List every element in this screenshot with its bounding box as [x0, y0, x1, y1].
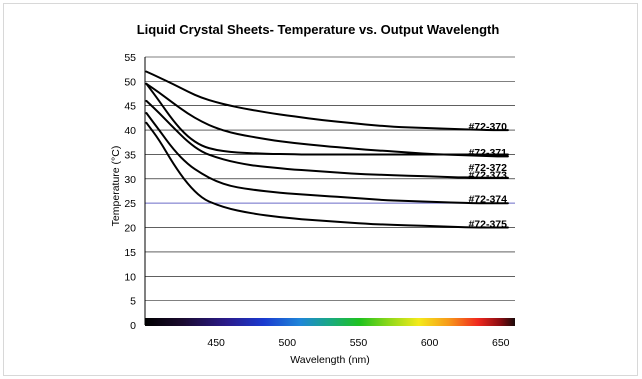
- y-tick-30: 30: [124, 174, 136, 186]
- x-tick-labels: 450 500 550 600 650: [207, 337, 509, 349]
- series-line-72-372: [145, 82, 509, 156]
- y-axis-label: Temperature (°C): [110, 146, 122, 227]
- series-label-72-375: #72-375: [468, 219, 507, 231]
- y-tick-45: 45: [124, 101, 136, 113]
- series-line-72-375: [145, 121, 509, 229]
- x-tick-650: 650: [492, 337, 510, 349]
- x-axis-label: Wavelength (nm): [290, 354, 370, 366]
- series-lines: [145, 70, 509, 229]
- y-tick-20: 20: [124, 223, 136, 235]
- series-line-72-370: [145, 70, 509, 132]
- x-tick-550: 550: [350, 337, 368, 349]
- y-tick-labels: 0 5 10 15 20 25 30 35 40 45 50 55: [124, 52, 136, 332]
- series-labels: #72-370 #72-371 #72-372#72-373 #72-374 #72-3…: [468, 121, 507, 230]
- gridlines: [145, 56, 515, 301]
- series-line-72-373: [145, 99, 509, 179]
- y-tick-10: 10: [124, 271, 136, 283]
- y-tick-50: 50: [124, 76, 136, 88]
- chart-title: Liquid Crystal Sheets- Temperature vs. O…: [137, 22, 500, 37]
- series-label-72-370: #72-370: [468, 121, 507, 133]
- y-tick-35: 35: [124, 149, 136, 161]
- series-label-72-373: #72-373: [468, 169, 507, 181]
- series-line-72-374: [145, 112, 509, 205]
- series-label-72-372: #72-372: [468, 162, 507, 174]
- series-label-72-371: #72-371: [468, 147, 507, 159]
- y-tick-5: 5: [130, 296, 136, 308]
- y-tick-55: 55: [124, 52, 136, 64]
- chart-frame: [3, 3, 638, 376]
- x-tick-600: 600: [421, 337, 439, 349]
- x-tick-500: 500: [279, 337, 297, 349]
- spectrum-bar: [145, 318, 515, 326]
- y-tick-15: 15: [124, 247, 136, 259]
- y-tick-40: 40: [124, 125, 136, 137]
- y-tick-0: 0: [130, 320, 136, 332]
- series-label-72-374: #72-374: [468, 193, 507, 205]
- x-tick-450: 450: [207, 337, 225, 349]
- y-tick-25: 25: [124, 198, 136, 210]
